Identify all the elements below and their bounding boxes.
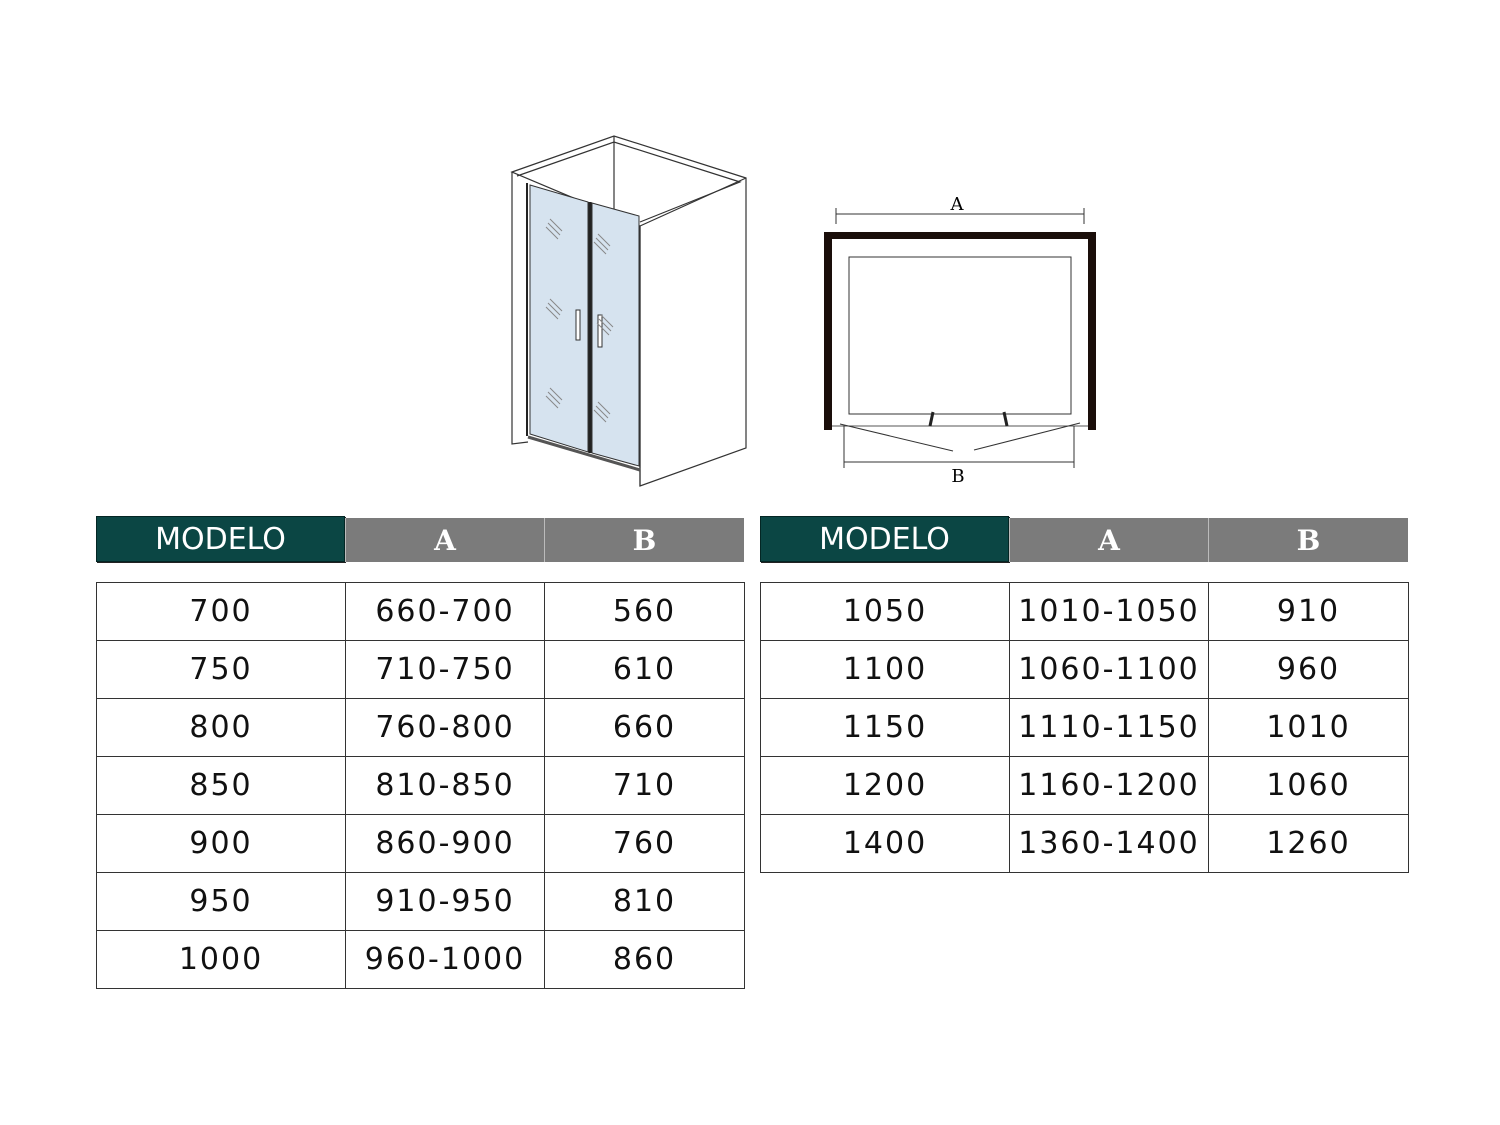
table-header: MODELO A B [96,516,745,562]
table-row: 900 860-900 760 [97,815,745,873]
table-cell: 700 [97,583,346,641]
left-door-glass [529,184,589,453]
dimension-b-label: B [951,466,964,487]
table-cell: 660 [545,699,745,757]
table-cell: 850 [97,757,346,815]
top-view-diagram: A B [824,194,1096,487]
table-row: 1200 1160-1200 1060 [761,757,1409,815]
table-header: MODELO A B [760,516,1409,562]
table-row: 750 710-750 610 [97,641,745,699]
table-cell: 560 [545,583,745,641]
right-door-glass [591,202,640,467]
table-cell: 660-700 [346,583,545,641]
table-row: 800 760-800 660 [97,699,745,757]
header-modelo: MODELO [760,516,1009,562]
table-row: 1050 1010-1050 910 [761,583,1409,641]
table-cell: 810-850 [346,757,545,815]
table-cell: 1060 [1209,757,1409,815]
size-table-2: MODELO A B 1050 1010-1050 910 1100 1060-1100 960… [760,516,1409,873]
table-cell: 1400 [761,815,1010,873]
table-cell: 760-800 [346,699,545,757]
table-cell: 1010-1050 [1010,583,1209,641]
table-row: 850 810-850 710 [97,757,745,815]
header-a: A [345,518,544,562]
table-cell: 800 [97,699,346,757]
table-cell: 860 [545,931,745,989]
table-cell: 1110-1150 [1010,699,1209,757]
table-cell: 1010 [1209,699,1409,757]
table-cell: 860-900 [346,815,545,873]
table-cell: 710-750 [346,641,545,699]
shower-3d-illustration [510,135,747,487]
table-cell: 960 [1209,641,1409,699]
table-cell: 1100 [761,641,1010,699]
header-a: A [1009,518,1208,562]
table-row: 1100 1060-1100 960 [761,641,1409,699]
table-cell: 910-950 [346,873,545,931]
table-cell: 750 [97,641,346,699]
table-row: 700 660-700 560 [97,583,745,641]
table-cell: 610 [545,641,745,699]
header-b: B [544,518,744,562]
header-b: B [1208,518,1408,562]
table-row: 1150 1110-1150 1010 [761,699,1409,757]
table-cell: 960-1000 [346,931,545,989]
table-cell: 950 [97,873,346,931]
dimension-a-label: A [950,194,965,215]
table-cell: 1360-1400 [1010,815,1209,873]
size-table-1: MODELO A B 700 660-700 560 750 710-750 610 800 760… [96,516,745,989]
table-cell: 1050 [761,583,1010,641]
table-cell: 910 [1209,583,1409,641]
table-cell: 1200 [761,757,1010,815]
table-row: 950 910-950 810 [97,873,745,931]
table-cell: 810 [545,873,745,931]
table-cell: 1260 [1209,815,1409,873]
table-row: 1000 960-1000 860 [97,931,745,989]
table-cell: 1060-1100 [1010,641,1209,699]
table-cell: 1150 [761,699,1010,757]
table-cell: 1160-1200 [1010,757,1209,815]
table-cell: 900 [97,815,346,873]
table-cell: 1000 [97,931,346,989]
header-modelo: MODELO [96,516,345,562]
table-row: 1400 1360-1400 1260 [761,815,1409,873]
table-cell: 710 [545,757,745,815]
table-cell: 760 [545,815,745,873]
